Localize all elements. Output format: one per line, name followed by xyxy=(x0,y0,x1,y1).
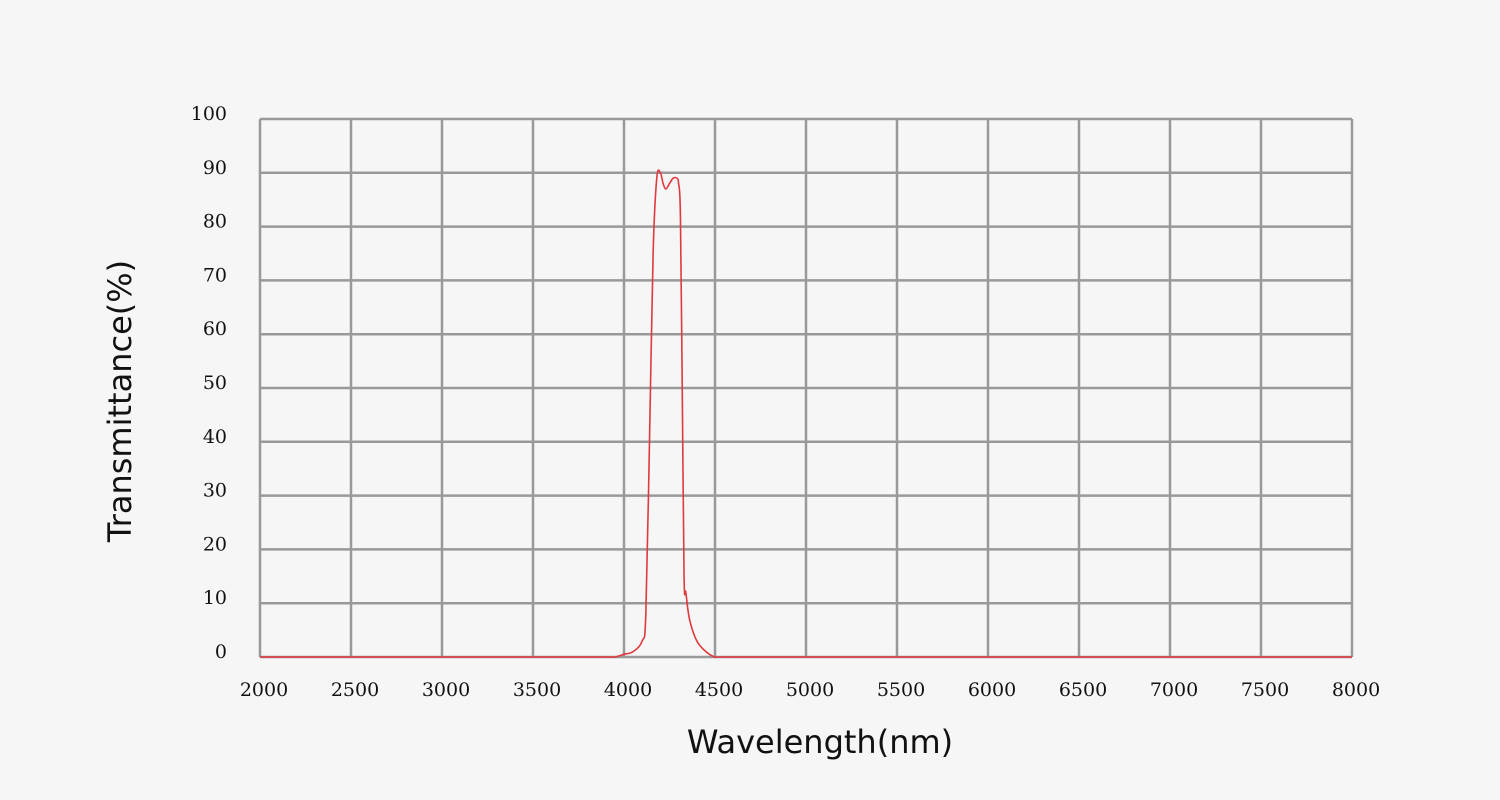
x-tick-label-8: 6000 xyxy=(968,679,1016,701)
y-tick-label-0: 0 xyxy=(215,641,227,663)
x-tick-labels: 2000 2500 3000 3500 4000 4500 5000 5500 6000 6500… xyxy=(240,679,1380,701)
x-tick-label-2: 3000 xyxy=(422,679,470,701)
y-tick-label-2: 20 xyxy=(203,533,227,555)
x-tick-label-4: 4000 xyxy=(604,679,652,701)
y-tick-label-1: 10 xyxy=(203,587,227,609)
x-axis-title: Wavelength(nm) xyxy=(687,723,953,761)
x-tick-label-11: 7500 xyxy=(1241,679,1289,701)
y-tick-label-8: 80 xyxy=(203,211,227,233)
x-tick-label-10: 7000 xyxy=(1150,679,1198,701)
y-tick-label-4: 40 xyxy=(203,426,227,448)
y-tick-label-5: 50 xyxy=(203,372,227,394)
y-tick-label-10: 100 xyxy=(191,103,227,125)
x-tick-label-3: 3500 xyxy=(513,679,561,701)
y-tick-labels: 0 10 20 30 40 50 60 70 80 90 100 xyxy=(191,103,227,663)
x-tick-label-7: 5500 xyxy=(877,679,925,701)
x-tick-label-6: 5000 xyxy=(786,679,834,701)
series-line-0 xyxy=(260,169,1352,659)
y-tick-label-9: 90 xyxy=(203,157,227,179)
y-tick-label-6: 60 xyxy=(203,318,227,340)
x-tick-label-5: 4500 xyxy=(695,679,743,701)
y-tick-label-3: 30 xyxy=(203,480,227,502)
x-tick-label-9: 6500 xyxy=(1059,679,1107,701)
x-tick-label-1: 2500 xyxy=(331,679,379,701)
y-tick-label-7: 70 xyxy=(203,264,227,286)
x-tick-label-12: 8000 xyxy=(1332,679,1380,701)
series-layer xyxy=(260,169,1352,659)
grid-lines xyxy=(258,117,1354,659)
x-tick-label-0: 2000 xyxy=(240,679,288,701)
y-axis-title: Transmittance(%) xyxy=(101,260,139,543)
